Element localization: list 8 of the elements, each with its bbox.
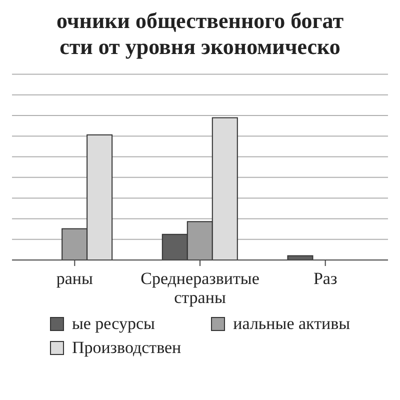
legend-label: иальные активы [233, 314, 350, 334]
x-tick-label: Среднеразвитые страны [140, 269, 260, 307]
legend-label: ые ресурсы [72, 314, 155, 334]
chart-title: очники общественного богат сти от уровня экономическо [55, 8, 345, 60]
bar [287, 255, 314, 260]
x-tick-label: раны [56, 269, 94, 288]
legend-label: Производствен [72, 338, 182, 358]
x-tick-label: Раз [313, 269, 338, 288]
